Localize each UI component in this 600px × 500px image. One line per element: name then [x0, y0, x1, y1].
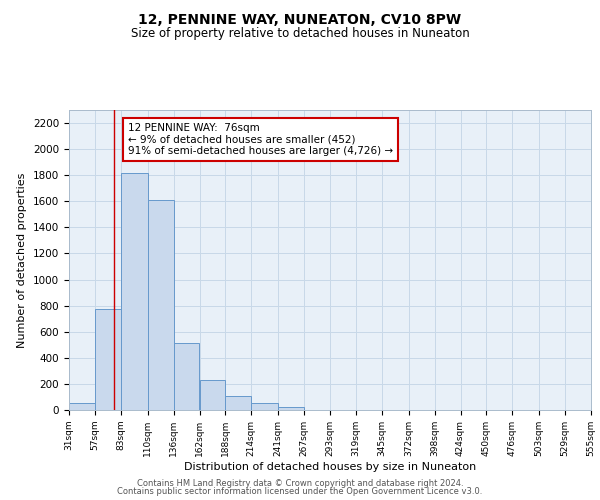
Bar — [251, 403, 278, 410]
Text: 12 PENNINE WAY:  76sqm
← 9% of detached houses are smaller (452)
91% of semi-det: 12 PENNINE WAY: 76sqm ← 9% of detached h… — [128, 123, 393, 156]
Text: Contains public sector information licensed under the Open Government Licence v3: Contains public sector information licen… — [118, 487, 482, 496]
Text: Size of property relative to detached houses in Nuneaton: Size of property relative to detached ho… — [131, 28, 469, 40]
X-axis label: Distribution of detached houses by size in Nuneaton: Distribution of detached houses by size … — [184, 462, 476, 471]
Bar — [173, 343, 199, 410]
Bar — [278, 406, 304, 410]
Bar — [199, 380, 226, 410]
Bar — [69, 404, 95, 410]
Bar — [226, 396, 251, 410]
Bar — [148, 200, 173, 410]
Bar — [121, 172, 148, 410]
Bar — [95, 309, 121, 410]
Y-axis label: Number of detached properties: Number of detached properties — [17, 172, 28, 348]
Text: Contains HM Land Registry data © Crown copyright and database right 2024.: Contains HM Land Registry data © Crown c… — [137, 478, 463, 488]
Text: 12, PENNINE WAY, NUNEATON, CV10 8PW: 12, PENNINE WAY, NUNEATON, CV10 8PW — [139, 12, 461, 26]
